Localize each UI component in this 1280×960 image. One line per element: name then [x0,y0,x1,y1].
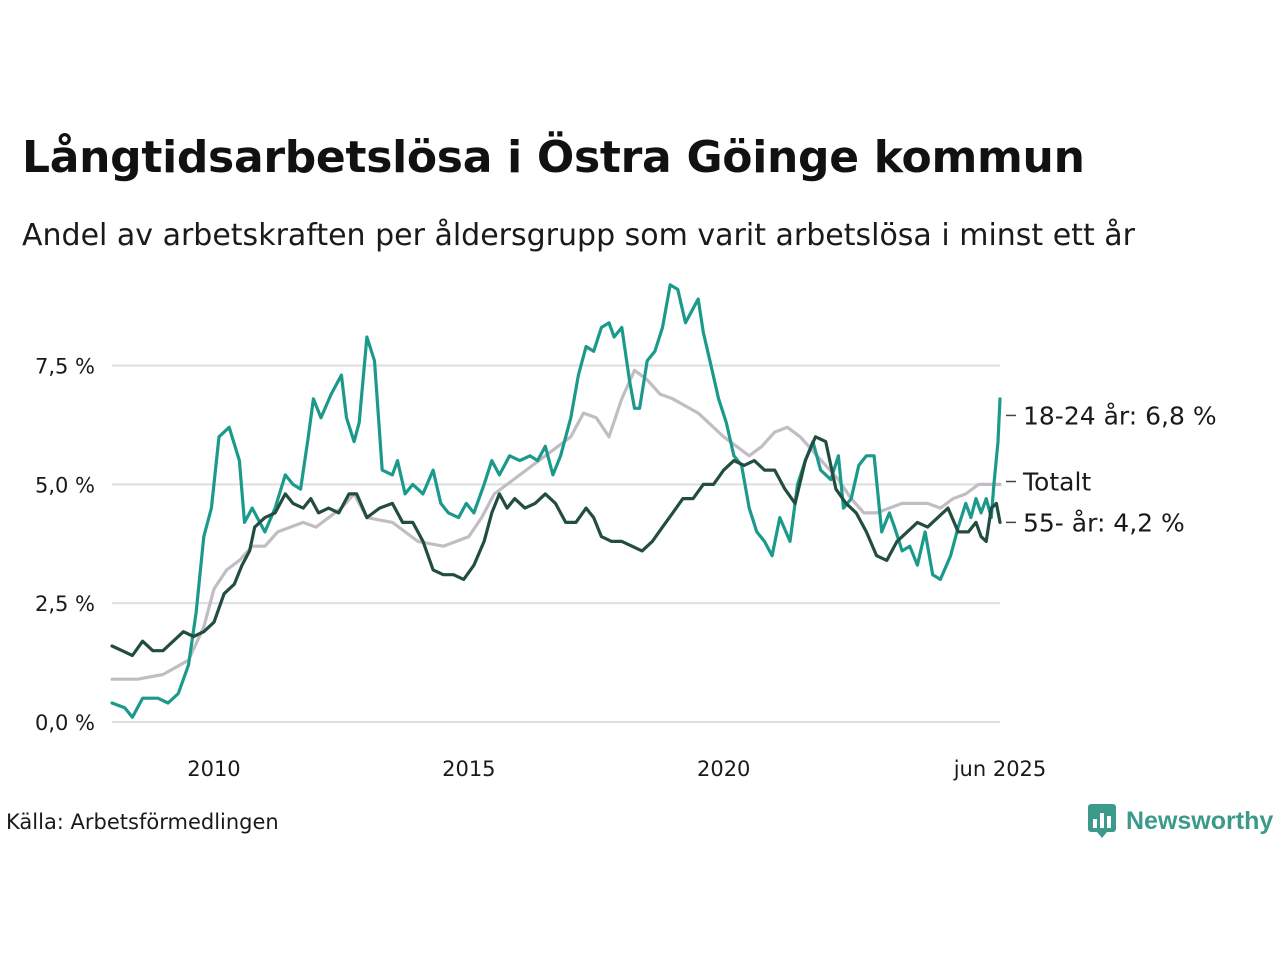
x-tick-label: 2020 [697,757,750,781]
end-label-18-24-r: 18-24 år: 6,8 % [1023,401,1217,430]
end-label-55-r: 55- år: 4,2 % [1023,508,1185,537]
line-chart: 0,0 % 2,5 % 5,0 % 7,5 % 2010 2015 2020 jun 2025… [35,283,1217,781]
source-note: Källa: Arbetsförmedlingen [6,810,279,834]
y-tick-label: 2,5 % [35,592,95,616]
y-tick-label: 0,0 % [35,711,95,735]
x-tick-label: jun 2025 [953,757,1047,781]
chart-title: Långtidsarbetslösa i Östra Göinge kommun [22,132,1085,183]
y-tick-label: 5,0 % [35,473,95,497]
logo-text: Newsworthy [1126,806,1274,835]
y-tick-label: 7,5 % [35,355,95,379]
series-line-18-24-r [110,283,1002,719]
chart-subtitle: Andel av arbetskraften per åldersgrupp s… [22,218,1135,253]
series-line-totalt [110,368,1002,681]
end-label-totalt: Totalt [1022,468,1091,497]
x-tick-label: 2010 [187,757,240,781]
x-tick-label: 2015 [442,757,495,781]
newsworthy-logo[interactable]: Newsworthy [1088,804,1273,838]
newsworthy-bar-chart-icon [1088,804,1116,838]
series-line-55-r [110,435,1002,658]
